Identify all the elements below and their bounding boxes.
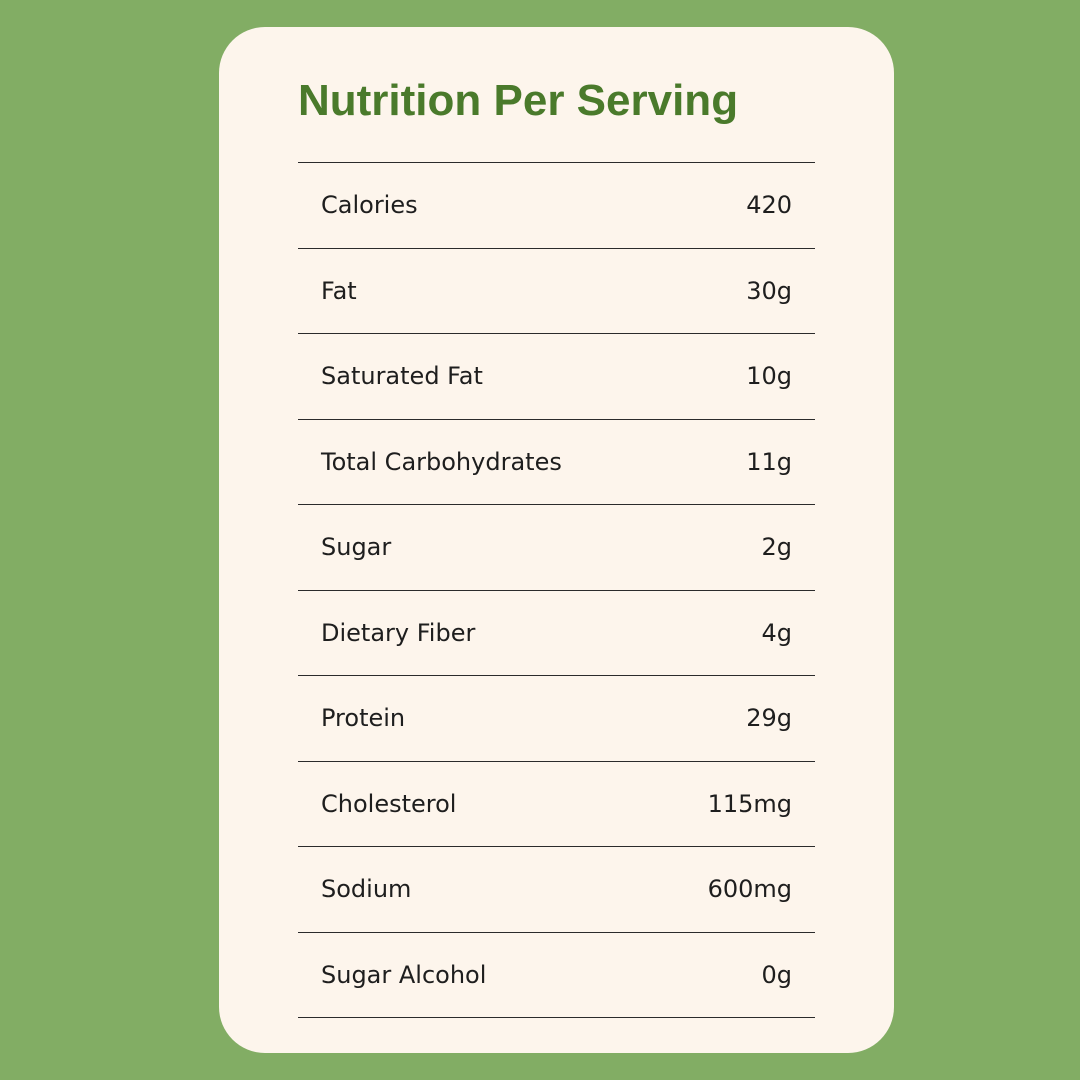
nutrient-label: Cholesterol — [321, 789, 457, 818]
nutrient-value: 29g — [746, 704, 792, 733]
nutrient-value: 0g — [761, 960, 792, 989]
nutrient-value: 11g — [746, 447, 792, 476]
nutrition-table: Calories 420 Fat 30g Saturated Fat 10g T… — [298, 162, 815, 1018]
nutrition-card: Nutrition Per Serving Calories 420 Fat 3… — [219, 27, 894, 1053]
nutrient-label: Protein — [321, 704, 406, 733]
nutrient-label: Sugar Alcohol — [321, 960, 487, 989]
nutrition-row-calories: Calories 420 — [298, 163, 815, 249]
nutrient-label: Dietary Fiber — [321, 618, 476, 647]
nutrient-label: Sodium — [321, 875, 412, 904]
page-title: Nutrition Per Serving — [298, 76, 739, 125]
nutrient-label: Fat — [321, 276, 357, 305]
nutrient-value: 600mg — [707, 875, 792, 904]
nutrition-row-fat: Fat 30g — [298, 249, 815, 334]
nutrient-label: Calories — [321, 191, 418, 220]
nutrient-label: Saturated Fat — [321, 362, 483, 391]
nutrition-row-cholesterol: Cholesterol 115mg — [298, 762, 815, 847]
nutrient-label: Total Carbohydrates — [321, 447, 562, 476]
nutrient-value: 115mg — [707, 789, 792, 818]
nutrient-value: 420 — [746, 191, 792, 220]
nutrient-value: 4g — [761, 618, 792, 647]
nutrition-row-sodium: Sodium 600mg — [298, 847, 815, 933]
nutrition-row-sugar: Sugar 2g — [298, 505, 815, 591]
nutrient-value: 10g — [746, 362, 792, 391]
nutrient-label: Sugar — [321, 533, 392, 562]
nutrition-row-total-carbohydrates: Total Carbohydrates 11g — [298, 420, 815, 505]
nutrition-row-dietary-fiber: Dietary Fiber 4g — [298, 591, 815, 676]
nutrient-value: 2g — [761, 533, 792, 562]
nutrition-row-saturated-fat: Saturated Fat 10g — [298, 334, 815, 420]
nutrition-row-protein: Protein 29g — [298, 676, 815, 762]
nutrition-row-sugar-alcohol: Sugar Alcohol 0g — [298, 933, 815, 1018]
nutrient-value: 30g — [746, 276, 792, 305]
